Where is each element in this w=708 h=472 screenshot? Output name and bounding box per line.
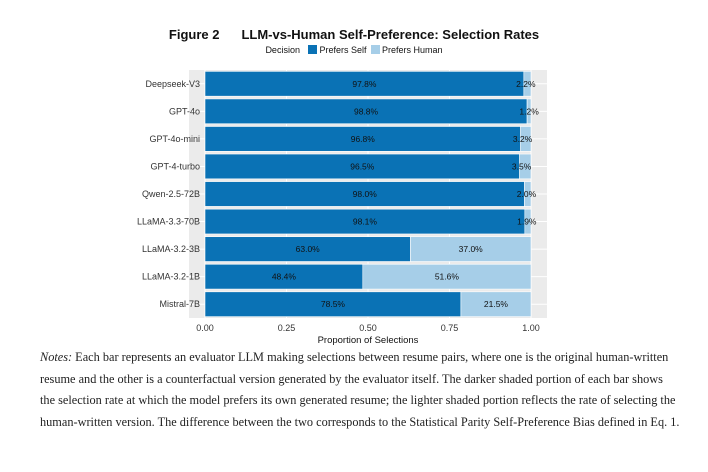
x-tick-label: 0.50 [359,323,377,333]
y-tick-label: GPT-4o [169,106,200,116]
bar-prefers-self [204,236,411,262]
bar-prefers-self [204,291,462,317]
legend-swatch-self [308,45,318,54]
data-label: 98.1% [353,217,378,227]
data-label: 51.6% [435,272,460,282]
data-label: 3.2% [513,134,533,144]
legend-label-human: Prefers Human [382,45,443,55]
bar-prefers-human [460,291,532,317]
bar-prefers-human [362,263,532,290]
bar-prefers-human [524,208,532,235]
bar-prefers-human [520,126,532,152]
legend-label-self: Prefers Self [319,45,367,55]
data-label: 96.8% [351,134,376,144]
x-tick-label: 0.25 [278,323,296,333]
y-tick-label: GPT-4-turbo [150,161,200,171]
data-label: 2.2% [516,79,536,89]
data-label: 21.5% [484,299,509,309]
x-tick-label: 0.75 [441,323,459,333]
data-label: 78.5% [321,299,346,309]
data-label: 1.2% [519,106,539,116]
data-label: 96.5% [350,161,375,171]
notes-text: Each bar represents an evaluator LLM mak… [40,350,680,429]
notes: Notes: Each bar represents an evaluator … [40,347,680,433]
x-tick-label: 0.00 [196,323,214,333]
data-label: 98.0% [353,189,378,199]
bar-prefers-human [523,71,532,97]
bar-prefers-human [410,236,532,262]
data-label: 97.8% [352,79,377,89]
y-tick-label: Qwen-2.5-72B [142,189,200,199]
bar-prefers-self [204,263,364,290]
data-label: 3.5% [512,161,532,171]
chart-title-text: LLM-vs-Human Self-Preference: Selection … [241,27,540,42]
x-axis-label: Proportion of Selections [318,335,419,345]
y-tick-label: Deepseek-V3 [145,79,200,89]
y-tick-label: LLaMA-3.2-1B [142,272,200,282]
x-tick-label: 1.00 [522,323,540,333]
y-tick-label: GPT-4o-mini [149,134,200,144]
data-label: 63.0% [296,244,321,254]
bar-prefers-self [204,208,526,235]
data-label: 1.9% [517,217,537,227]
figure-label: Figure 2 [168,27,220,42]
chart-title: Figure 2 LLM-vs-Human Self-Preference: Se… [0,27,708,42]
data-label: 48.4% [272,272,297,282]
legend-swatch-human [371,45,381,54]
data-label: 2.0% [517,189,537,199]
bar-prefers-self [204,181,525,207]
y-tick-label: Mistral-7B [159,299,200,309]
y-tick-label: LLaMA-3.3-70B [137,217,200,227]
legend-title: Decision [265,45,300,55]
bar-prefers-human [524,181,532,207]
bar-prefers-self [204,153,520,180]
bar-prefers-human [519,153,532,180]
data-label: 37.0% [459,244,484,254]
notes-label: Notes: [40,350,73,364]
data-label: 98.8% [354,106,379,116]
y-tick-label: LLaMA-3.2-3B [142,244,200,254]
bar-prefers-self [204,126,521,152]
bar-chart: 0.00 0.25 0.50 0.75 1.00 Deepseek-V3 97.8% 2.2%… [137,70,547,345]
bar-prefers-human [526,98,532,125]
legend: Decision Prefers Self Prefers Human [0,45,708,55]
